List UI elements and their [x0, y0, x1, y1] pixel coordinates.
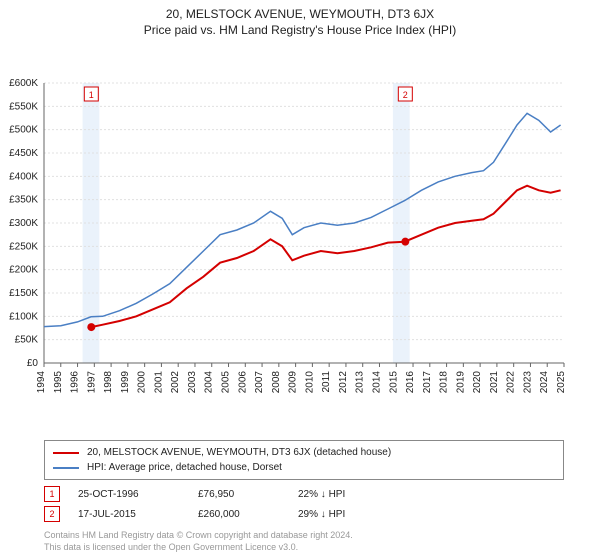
- footer-line2: This data is licensed under the Open Gov…: [44, 542, 353, 554]
- sale-marker-dot: [401, 237, 409, 245]
- x-tick-label: 2013: [355, 370, 366, 393]
- x-tick-label: 2003: [187, 370, 198, 393]
- marker-price: £76,950: [198, 489, 298, 500]
- legend-label: HPI: Average price, detached house, Dors…: [87, 462, 282, 473]
- x-tick-label: 2005: [221, 370, 232, 393]
- marker-number-box: 1: [44, 486, 60, 502]
- footer-attribution: Contains HM Land Registry data © Crown c…: [44, 530, 353, 553]
- y-tick-label: £450K: [9, 148, 38, 159]
- marker-row: 2 17-JUL-2015£260,00029% ↓ HPI: [44, 504, 398, 524]
- y-tick-label: £100K: [9, 311, 38, 322]
- x-tick-label: 2016: [405, 370, 416, 393]
- sale-markers-table: 1 25-OCT-1996£76,95022% ↓ HPI 2 17-JUL-2015…: [44, 484, 398, 524]
- y-tick-label: £200K: [9, 264, 38, 275]
- x-tick-label: 2009: [288, 370, 299, 393]
- y-tick-label: £150K: [9, 288, 38, 299]
- x-tick-label: 2012: [338, 370, 349, 393]
- marker-hpi: 22% ↓ HPI: [298, 489, 398, 500]
- x-tick-label: 2001: [153, 370, 164, 393]
- x-tick-label: 1995: [53, 370, 64, 393]
- marker-date: 17-JUL-2015: [78, 509, 198, 520]
- x-tick-label: 2004: [204, 370, 215, 393]
- sale-marker-dot: [87, 323, 95, 331]
- marker-date: 25-OCT-1996: [78, 489, 198, 500]
- x-tick-label: 2010: [304, 370, 315, 393]
- x-tick-label: 2002: [170, 370, 181, 393]
- y-tick-label: £250K: [9, 241, 38, 252]
- x-tick-label: 2019: [455, 370, 466, 393]
- sale-marker-flag-num: 2: [403, 90, 408, 100]
- y-tick-label: £300K: [9, 218, 38, 229]
- x-tick-label: 2007: [254, 370, 265, 393]
- x-tick-label: 2017: [422, 370, 433, 393]
- y-tick-label: £500K: [9, 124, 38, 135]
- marker-row: 1 25-OCT-1996£76,95022% ↓ HPI: [44, 484, 398, 504]
- sale-marker-flag-num: 1: [89, 90, 94, 100]
- x-tick-label: 1998: [103, 370, 114, 393]
- legend-row: 20, MELSTOCK AVENUE, WEYMOUTH, DT3 6JX (…: [53, 445, 555, 460]
- x-tick-label: 1999: [120, 370, 131, 393]
- x-tick-label: 2000: [137, 370, 148, 393]
- x-tick-label: 2024: [539, 370, 550, 393]
- x-tick-label: 2006: [237, 370, 248, 393]
- x-tick-label: 2023: [522, 370, 533, 393]
- legend-swatch: [53, 452, 79, 454]
- x-tick-label: 2011: [321, 370, 332, 392]
- x-tick-label: 2018: [439, 370, 450, 393]
- legend-row: HPI: Average price, detached house, Dors…: [53, 460, 555, 475]
- y-tick-label: £400K: [9, 171, 38, 182]
- y-tick-label: £350K: [9, 194, 38, 205]
- y-tick-label: £550K: [9, 101, 38, 112]
- x-tick-label: 2014: [371, 370, 382, 393]
- marker-number-box: 2: [44, 506, 60, 522]
- y-tick-label: £50K: [15, 334, 39, 345]
- chart-title-line2: Price paid vs. HM Land Registry's House …: [0, 23, 600, 41]
- marker-hpi: 29% ↓ HPI: [298, 509, 398, 520]
- legend-label: 20, MELSTOCK AVENUE, WEYMOUTH, DT3 6JX (…: [87, 447, 391, 458]
- x-tick-label: 2022: [506, 370, 517, 393]
- y-tick-label: £600K: [9, 78, 38, 89]
- y-tick-label: £0: [27, 358, 39, 369]
- x-tick-label: 2021: [489, 370, 500, 393]
- x-tick-label: 2015: [388, 370, 399, 393]
- legend-swatch: [53, 467, 79, 469]
- chart-title-line1: 20, MELSTOCK AVENUE, WEYMOUTH, DT3 6JX: [0, 0, 600, 23]
- x-tick-label: 2008: [271, 370, 282, 393]
- x-tick-label: 1996: [70, 370, 81, 393]
- price-chart: £0 £50K £100K £150K £200K £250K £300K £350K £400…: [0, 41, 600, 401]
- x-tick-label: 2020: [472, 370, 483, 393]
- legend-box: 20, MELSTOCK AVENUE, WEYMOUTH, DT3 6JX (…: [44, 440, 564, 480]
- x-tick-label: 2025: [556, 370, 567, 393]
- x-tick-label: 1997: [86, 370, 97, 393]
- x-tick-label: 1994: [36, 370, 47, 393]
- marker-price: £260,000: [198, 509, 298, 520]
- footer-line1: Contains HM Land Registry data © Crown c…: [44, 530, 353, 542]
